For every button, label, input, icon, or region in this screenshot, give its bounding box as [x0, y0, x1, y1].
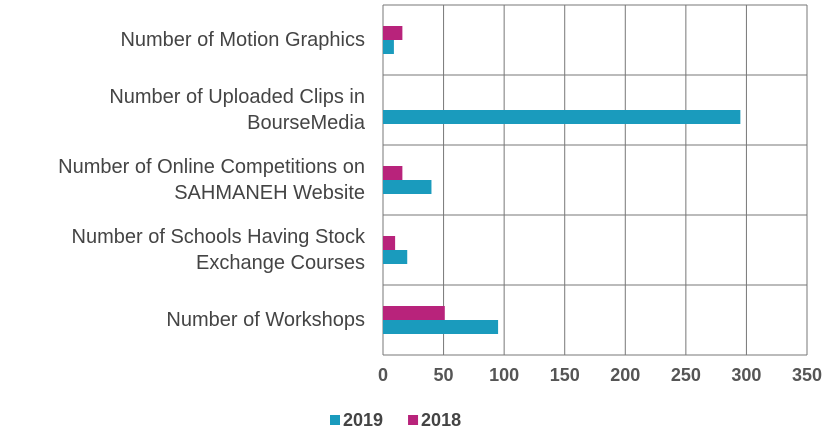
x-tick-label: 50 [434, 365, 454, 385]
legend-swatch [330, 415, 340, 425]
bar [383, 180, 432, 194]
x-tick-label: 250 [671, 365, 701, 385]
bar [383, 250, 408, 264]
y-tick-label: Number of Uploaded Clips in BourseMedia [109, 86, 365, 134]
bar [383, 40, 394, 54]
bar [383, 236, 396, 250]
x-tick-label: 300 [731, 365, 761, 385]
legend-swatch [408, 415, 419, 425]
bar [383, 306, 445, 320]
x-tick-label: 350 [792, 365, 822, 385]
legend-label: 2018 [421, 410, 461, 430]
x-tick-label: 200 [610, 365, 640, 385]
x-tick-label: 150 [550, 365, 580, 385]
bar [383, 166, 403, 180]
x-tick-label: 100 [489, 365, 519, 385]
y-tick-label: Number of Workshops [166, 309, 365, 331]
x-tick-label: 0 [378, 365, 388, 385]
bar [383, 110, 741, 124]
bar [383, 320, 499, 334]
legend-label: 2019 [343, 410, 383, 430]
bar [383, 26, 403, 40]
y-tick-label: Number of Online Competitions on SAHMANE… [58, 156, 365, 204]
y-tick-label: Number of Motion Graphics [120, 29, 365, 51]
y-tick-label: Number of Schools Having Stock Exchange … [71, 226, 365, 274]
